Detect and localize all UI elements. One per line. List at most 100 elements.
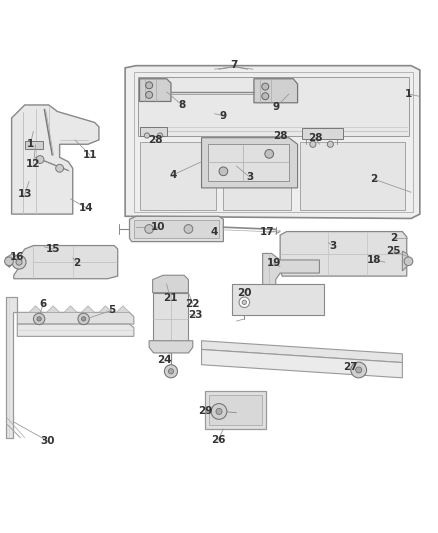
- Text: 4: 4: [170, 170, 177, 180]
- Polygon shape: [254, 79, 297, 103]
- Text: 27: 27: [343, 362, 357, 372]
- Polygon shape: [64, 306, 77, 312]
- Text: 6: 6: [40, 298, 47, 309]
- Text: 28: 28: [308, 133, 322, 143]
- Circle shape: [5, 257, 13, 265]
- Text: 1: 1: [27, 139, 34, 149]
- Text: 3: 3: [329, 240, 336, 251]
- Circle shape: [145, 224, 153, 233]
- Circle shape: [145, 133, 150, 138]
- Text: 28: 28: [273, 131, 287, 141]
- Text: 26: 26: [211, 435, 226, 445]
- Circle shape: [219, 167, 228, 176]
- Polygon shape: [7, 297, 17, 438]
- Circle shape: [78, 313, 89, 325]
- Bar: [300, 142, 405, 210]
- Circle shape: [12, 255, 26, 269]
- Bar: [140, 142, 216, 210]
- Circle shape: [351, 362, 367, 378]
- Text: 12: 12: [26, 159, 41, 169]
- Polygon shape: [280, 231, 407, 276]
- Polygon shape: [149, 341, 193, 353]
- Circle shape: [356, 367, 362, 373]
- Polygon shape: [152, 275, 188, 293]
- Polygon shape: [201, 350, 403, 378]
- Polygon shape: [117, 306, 130, 312]
- Polygon shape: [138, 77, 409, 135]
- Bar: [302, 128, 343, 139]
- Circle shape: [36, 156, 44, 164]
- Text: 19: 19: [266, 258, 281, 268]
- Circle shape: [164, 365, 177, 378]
- Text: 2: 2: [371, 174, 378, 184]
- Polygon shape: [12, 105, 99, 214]
- Circle shape: [216, 408, 222, 415]
- Circle shape: [242, 300, 247, 304]
- Text: 24: 24: [157, 356, 172, 365]
- Circle shape: [184, 224, 193, 233]
- Polygon shape: [140, 79, 171, 101]
- Circle shape: [310, 141, 316, 147]
- Text: 4: 4: [211, 228, 218, 237]
- Polygon shape: [81, 306, 95, 312]
- Text: 7: 7: [230, 60, 238, 70]
- Polygon shape: [29, 306, 42, 312]
- Text: 10: 10: [151, 222, 165, 232]
- Polygon shape: [17, 324, 134, 336]
- Bar: [141, 127, 166, 135]
- Text: 15: 15: [46, 244, 60, 254]
- Text: 3: 3: [246, 172, 253, 182]
- Text: 1: 1: [405, 89, 413, 99]
- Circle shape: [146, 92, 152, 99]
- Circle shape: [211, 403, 227, 419]
- Text: 9: 9: [220, 111, 227, 121]
- Text: 23: 23: [189, 310, 203, 320]
- Polygon shape: [46, 306, 60, 312]
- Text: 29: 29: [198, 407, 212, 416]
- Polygon shape: [232, 284, 324, 314]
- Circle shape: [239, 297, 250, 308]
- Text: 14: 14: [78, 203, 93, 213]
- Text: 2: 2: [74, 258, 81, 268]
- Polygon shape: [14, 246, 118, 279]
- Circle shape: [327, 141, 333, 147]
- Circle shape: [37, 317, 41, 321]
- Text: 18: 18: [367, 255, 381, 265]
- Text: 17: 17: [260, 228, 274, 237]
- Text: 13: 13: [18, 189, 32, 199]
- Bar: [223, 142, 291, 210]
- Polygon shape: [130, 216, 223, 241]
- Polygon shape: [201, 138, 297, 188]
- Polygon shape: [6, 254, 18, 268]
- Bar: [25, 141, 43, 149]
- Text: 8: 8: [178, 100, 186, 110]
- Circle shape: [262, 83, 269, 90]
- Text: 5: 5: [109, 305, 116, 315]
- Polygon shape: [17, 312, 134, 324]
- Circle shape: [146, 82, 152, 89]
- Circle shape: [157, 133, 162, 138]
- Text: 9: 9: [272, 102, 279, 112]
- Text: 16: 16: [10, 252, 25, 262]
- Polygon shape: [125, 66, 420, 219]
- Polygon shape: [403, 251, 410, 271]
- Bar: [208, 144, 289, 181]
- Text: 25: 25: [386, 246, 401, 256]
- Circle shape: [265, 149, 274, 158]
- Circle shape: [33, 313, 45, 325]
- Circle shape: [56, 164, 64, 172]
- Text: 20: 20: [237, 288, 251, 298]
- Bar: [134, 220, 219, 238]
- Text: 22: 22: [186, 298, 200, 309]
- Text: 30: 30: [41, 436, 55, 446]
- Polygon shape: [152, 293, 188, 345]
- Bar: [209, 395, 262, 425]
- Circle shape: [168, 369, 173, 374]
- Polygon shape: [263, 253, 319, 297]
- Polygon shape: [201, 341, 403, 362]
- Polygon shape: [99, 306, 112, 312]
- Text: 11: 11: [83, 150, 97, 160]
- Circle shape: [262, 93, 269, 100]
- Circle shape: [404, 257, 413, 265]
- Polygon shape: [205, 391, 266, 429]
